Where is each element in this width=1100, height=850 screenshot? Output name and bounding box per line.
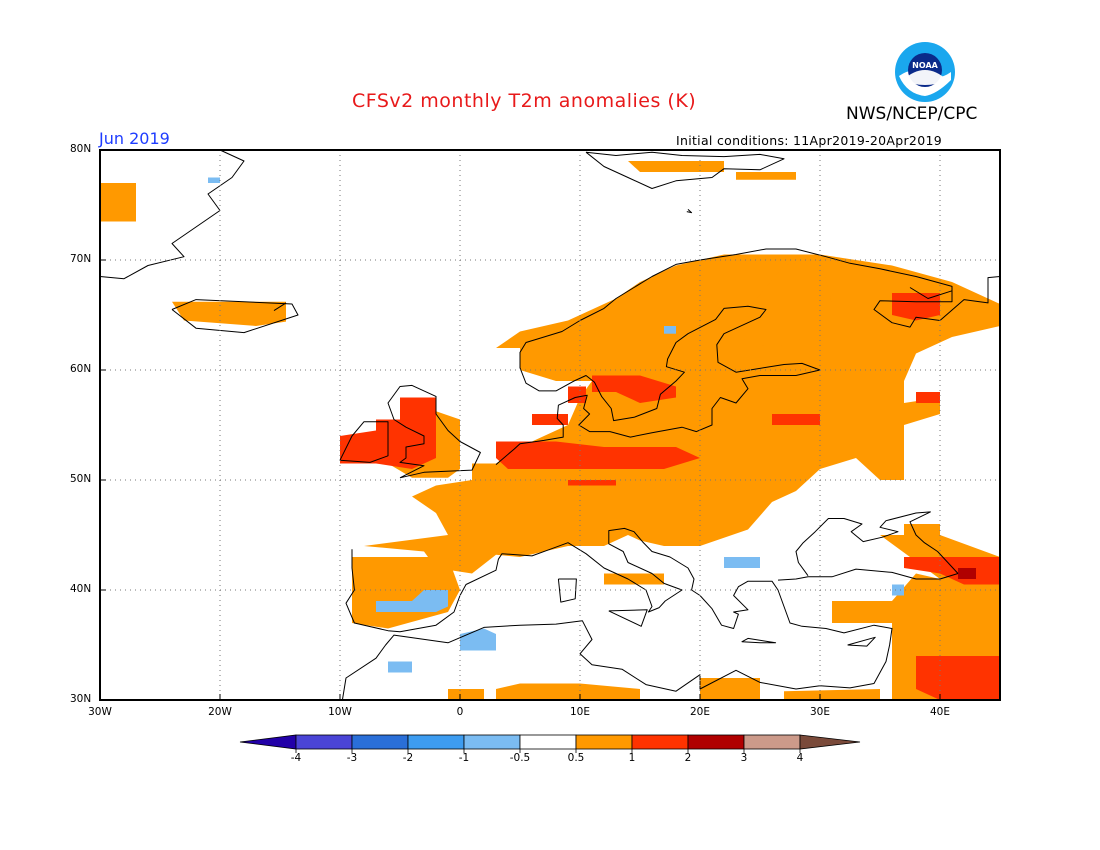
coastline [387,384,481,479]
coastline [795,511,959,576]
map-frame [99,149,1001,701]
coastlines [99,149,1001,701]
coastline [741,637,777,644]
anomaly-region [532,414,568,425]
anomaly-region [784,689,880,700]
coastline [341,527,893,701]
lat-label-40n: 40N [70,583,92,595]
anomaly-region [460,628,496,651]
lon-label-10w: 10W [328,706,352,718]
lon-label-20e: 20E [690,706,710,718]
coastline [686,209,693,214]
lon-label-30w: 30W [88,706,112,718]
anomaly-region [892,293,940,321]
logo-text: NOAA [912,61,938,70]
lon-label-30e: 30E [810,706,830,718]
colorbar-arrow-high [799,734,861,750]
coastline [847,636,876,647]
anomaly-region [376,590,448,612]
colorbar [239,734,861,753]
lat-label-80n: 80N [70,143,92,155]
coastline [99,149,245,280]
coastline [777,568,959,581]
coastline [273,302,287,312]
anomaly-fields [100,161,1000,700]
chart-title: CFSv2 monthly T2m anomalies (K) [352,90,697,112]
forecast-month: Jun 2019 [99,129,170,148]
coastline [909,287,953,299]
initial-conditions: Initial conditions: 11Apr2019-20Apr2019 [676,133,942,148]
anomaly-region [772,414,820,425]
anomaly-region [916,656,1000,700]
colorbar-label: 2 [684,752,692,764]
colorbar-label: -4 [290,752,302,764]
colorbar-label: 4 [796,752,804,764]
anomaly-region [700,678,760,700]
colorbar-label: 1 [628,752,636,764]
anomaly-region [628,161,724,172]
colorbar-swatch [687,734,745,750]
lat-label-50n: 50N [70,473,92,485]
colorbar-swatch [631,734,689,750]
anomaly-region [364,254,1000,574]
colorbar-label: 0.5 [567,752,585,764]
lat-label-70n: 70N [70,253,92,265]
colorbar-label: 3 [740,752,748,764]
colorbar-label: -3 [346,752,358,764]
anomaly-region [496,441,700,469]
coastline [171,299,299,334]
graticule [100,150,1000,700]
anomaly-region [100,183,136,222]
anomaly-region [568,386,586,403]
anomaly-region [496,683,640,700]
anomaly-region [592,375,676,403]
colorbar-swatch [463,734,521,750]
colorbar-arrow-low [239,734,297,750]
anomaly-region [208,177,220,183]
colorbar-swatch [351,734,409,750]
lon-label-20w: 20W [208,706,232,718]
anomaly-region [724,557,760,568]
axis-ticks [99,149,941,701]
colorbar-label: -0.5 [509,752,531,764]
anomaly-region [892,584,904,596]
colorbar-swatch [519,734,577,750]
anomaly-region [736,257,832,348]
lon-label-10e: 10E [570,706,590,718]
coastline [339,421,389,463]
anomaly-region [568,480,616,486]
coastline [585,151,785,189]
colorbar-swatch [295,734,353,750]
colorbar-label: -1 [458,752,470,764]
anomaly-region [604,573,664,585]
anomaly-region [916,392,940,403]
coastline [557,578,577,603]
colorbar-swatch [743,734,801,750]
anomaly-region [904,524,940,535]
coastline [608,609,648,627]
anomaly-region [736,172,796,180]
anomaly-region [664,326,676,334]
colorbar-label: -2 [402,752,414,764]
colorbar-swatch [575,734,633,750]
anomaly-region [388,661,412,673]
lon-label-0: 0 [456,706,464,718]
noaa-logo: NOAA [895,42,955,102]
lon-label-40e: 40E [930,706,950,718]
lat-label-60n: 60N [70,363,92,375]
coastline [495,248,1001,465]
anomaly-region [958,568,976,579]
colorbar-swatch [407,734,465,750]
anomaly-region [448,689,484,700]
organization-label: NWS/NCEP/CPC [846,104,978,124]
anomaly-region [172,301,286,326]
lat-label-30n: 30N [70,693,92,705]
